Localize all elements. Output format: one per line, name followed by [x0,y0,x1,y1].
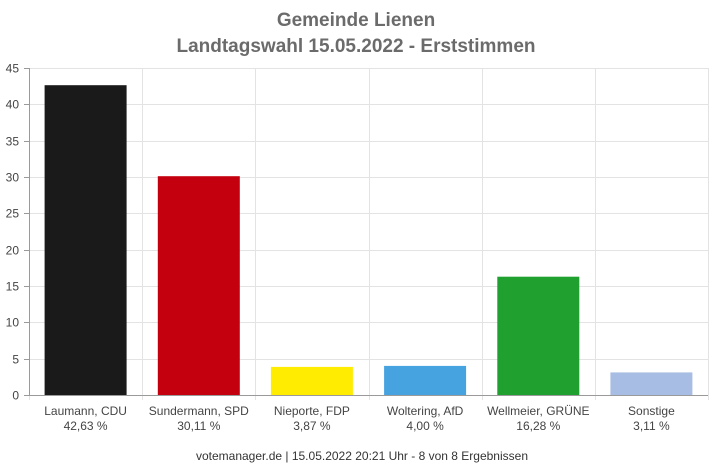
y-tick-label: 30 [6,171,20,185]
y-tick-label: 40 [6,98,20,112]
y-tick-label: 45 [6,62,20,76]
axis-layer [24,68,708,396]
y-tick-label: 0 [12,389,19,403]
bar-2[interactable] [270,366,353,395]
value-label: 30,11 % [177,419,220,433]
category-label: Wellmeier, GRÜNE [487,404,589,418]
y-tick-label: 10 [6,316,20,330]
bar-layer [44,85,693,395]
bar-4[interactable] [497,276,580,395]
y-tick-label: 5 [12,353,19,367]
value-label: 4,00 % [406,419,444,433]
y-tick-label: 35 [6,135,20,149]
value-label: 3,11 % [633,419,670,433]
category-label: Sonstige [628,404,675,418]
bar-0[interactable] [44,85,127,395]
category-label: Woltering, AfD [387,404,464,418]
category-label: Nieporte, FDP [274,404,350,418]
grid-layer [29,68,709,400]
value-label: 42,63 % [64,419,108,433]
y-tick-label: 15 [6,280,20,294]
category-label: Sundermann, SPD [149,404,249,418]
chart-title: Gemeinde Lienen [277,10,435,31]
chart-footer: votemanager.de | 15.05.2022 20:21 Uhr - … [196,449,528,463]
bar-3[interactable] [384,365,467,395]
category-label: Laumann, CDU [44,404,127,418]
chart-subtitle: Landtagswahl 15.05.2022 - Erststimmen [176,36,535,57]
value-label: 3,87 % [293,419,331,433]
y-tick-label: 25 [6,207,20,221]
bar-5[interactable] [610,372,693,395]
y-tick-label: 20 [6,244,20,258]
bar-1[interactable] [157,176,240,395]
value-label: 16,28 % [516,419,560,433]
